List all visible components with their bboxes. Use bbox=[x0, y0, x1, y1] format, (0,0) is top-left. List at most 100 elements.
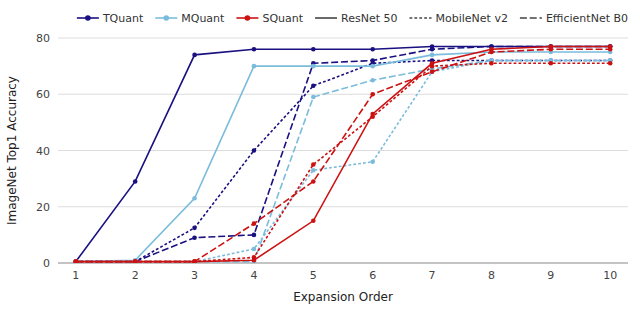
series-marker bbox=[252, 247, 257, 252]
series-marker bbox=[133, 259, 138, 263]
legend-marker bbox=[85, 15, 91, 21]
x-tick-label: 3 bbox=[191, 269, 198, 282]
x-axis-line bbox=[58, 263, 628, 264]
series-marker bbox=[430, 47, 435, 52]
series-marker bbox=[430, 64, 435, 69]
series-marker bbox=[74, 259, 79, 263]
legend-item: EfficientNet B0 bbox=[520, 12, 628, 25]
series-marker bbox=[133, 259, 138, 263]
legend-line bbox=[315, 17, 337, 19]
x-tick-label: 5 bbox=[310, 269, 317, 282]
series-marker bbox=[370, 58, 375, 63]
legend-label: TQuant bbox=[102, 12, 144, 25]
x-tick-label: 1 bbox=[72, 269, 79, 282]
series-marker bbox=[252, 255, 257, 260]
x-axis-label: Expansion Order bbox=[293, 290, 393, 304]
legend-line bbox=[520, 17, 542, 19]
grid-line bbox=[58, 94, 628, 95]
series-marker bbox=[311, 179, 316, 184]
series-marker bbox=[74, 259, 79, 263]
series-marker bbox=[133, 179, 138, 184]
y-tick-label: 60 bbox=[36, 88, 50, 101]
series-marker bbox=[74, 259, 79, 263]
series-marker bbox=[311, 64, 316, 69]
y-tick-label: 20 bbox=[36, 201, 50, 214]
background bbox=[0, 0, 640, 309]
x-tick-label: 7 bbox=[429, 269, 436, 282]
series-marker bbox=[608, 47, 613, 52]
series-line bbox=[76, 49, 610, 261]
x-tick-label: 2 bbox=[132, 269, 139, 282]
series-marker bbox=[430, 69, 435, 74]
grid-line bbox=[58, 263, 628, 264]
series-marker bbox=[489, 61, 494, 66]
series-marker bbox=[311, 168, 316, 173]
series-line bbox=[76, 46, 610, 261]
series-marker bbox=[370, 114, 375, 119]
x-tick-label: 4 bbox=[250, 269, 257, 282]
legend-label: MobileNet v2 bbox=[436, 12, 508, 25]
series-marker bbox=[74, 259, 79, 263]
series-marker bbox=[133, 259, 138, 263]
series-marker bbox=[430, 53, 435, 58]
series-marker bbox=[311, 95, 316, 100]
series-marker bbox=[74, 259, 79, 263]
y-tick-label: 0 bbox=[43, 257, 50, 270]
series-marker bbox=[370, 64, 375, 69]
grid-line bbox=[58, 150, 628, 151]
series-marker bbox=[133, 259, 138, 263]
grid bbox=[58, 38, 628, 263]
series-group bbox=[74, 44, 613, 263]
legend-item: TQuant bbox=[77, 12, 144, 25]
series-marker bbox=[192, 196, 197, 201]
series-marker bbox=[192, 235, 197, 240]
legend-item: MQuant bbox=[155, 12, 225, 25]
legend-marker bbox=[163, 15, 169, 21]
series-marker bbox=[74, 259, 79, 263]
series-marker bbox=[430, 69, 435, 74]
y-axis-label: ImageNet Top1 Accuracy bbox=[5, 76, 19, 225]
series-marker bbox=[252, 47, 257, 52]
series-marker bbox=[74, 259, 79, 263]
series-line bbox=[76, 46, 610, 261]
legend-item: MobileNet v2 bbox=[410, 12, 508, 25]
series-marker bbox=[370, 159, 375, 164]
y-tick-label: 80 bbox=[36, 32, 50, 45]
series-marker bbox=[311, 162, 316, 167]
series-line bbox=[76, 46, 610, 261]
grid-line bbox=[58, 38, 628, 39]
series-marker bbox=[192, 226, 197, 231]
legend-item: SQuant bbox=[236, 12, 303, 25]
series-marker bbox=[192, 53, 197, 58]
legend-marker bbox=[245, 15, 251, 21]
x-tick-label: 10 bbox=[603, 269, 617, 282]
legend-line bbox=[410, 17, 432, 19]
series-marker bbox=[370, 92, 375, 97]
series-marker bbox=[549, 61, 554, 66]
series-marker bbox=[133, 259, 138, 263]
series-marker bbox=[252, 233, 257, 238]
series-line bbox=[76, 61, 610, 262]
legend-label: MQuant bbox=[181, 12, 225, 25]
series-line bbox=[76, 61, 610, 262]
series-marker bbox=[311, 84, 316, 89]
y-tick-label: 40 bbox=[36, 145, 50, 158]
grid-line bbox=[58, 206, 628, 207]
series-marker bbox=[252, 64, 257, 69]
legend-item: ResNet 50 bbox=[315, 12, 397, 25]
legend: TQuant MQuant SQuant ResNet 50 MobileNet v2 E… bbox=[77, 12, 628, 25]
series-marker bbox=[489, 50, 494, 55]
series-marker bbox=[252, 148, 257, 153]
x-tick-label: 8 bbox=[488, 269, 495, 282]
series-marker bbox=[311, 219, 316, 224]
series-line bbox=[76, 63, 610, 261]
legend-label: SQuant bbox=[262, 12, 303, 25]
series-marker bbox=[608, 61, 613, 66]
series-marker bbox=[370, 47, 375, 52]
series-marker bbox=[74, 259, 79, 263]
x-tick-label: 9 bbox=[547, 269, 554, 282]
series-marker bbox=[549, 47, 554, 52]
series-marker bbox=[74, 259, 79, 263]
series-marker bbox=[370, 78, 375, 83]
series-marker bbox=[252, 221, 257, 226]
